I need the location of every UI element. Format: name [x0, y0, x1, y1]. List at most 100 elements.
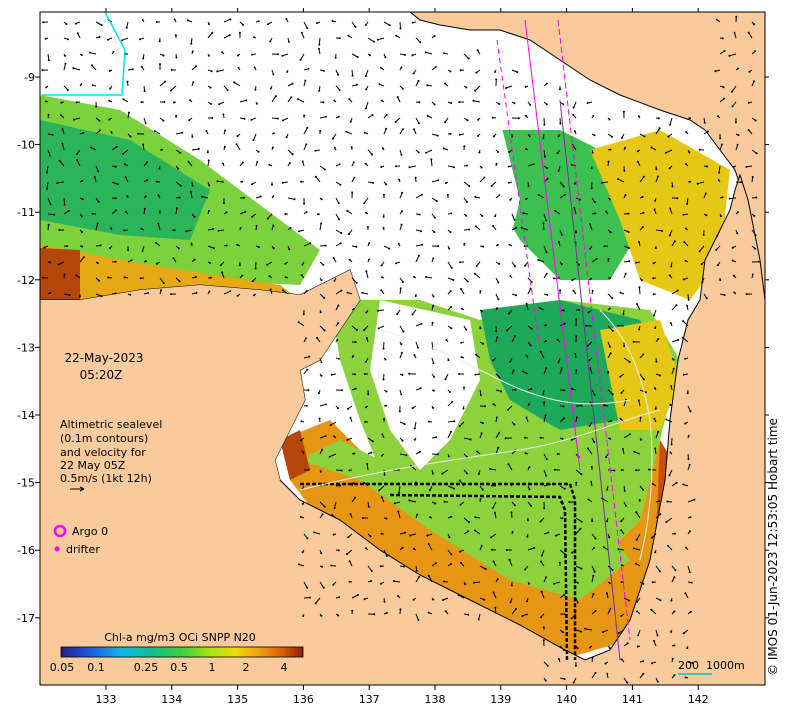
- velocity-arrow-head: [717, 115, 719, 118]
- velocity-arrow-head: [241, 161, 244, 164]
- velocity-arrow-head: [609, 607, 612, 610]
- velocity-arrow-head: [620, 520, 623, 523]
- velocity-arrow-head: [221, 51, 224, 54]
- velocity-arrow-head: [650, 146, 653, 149]
- velocity-arrow: [543, 245, 547, 253]
- velocity-arrow-head: [498, 194, 501, 197]
- velocity-arrow-head: [546, 177, 549, 180]
- velocity-arrow-head: [496, 307, 499, 310]
- velocity-arrow-head: [324, 115, 327, 118]
- velocity-arrow-head: [636, 160, 639, 163]
- velocity-arrow-head: [553, 468, 556, 471]
- velocity-arrow-head: [316, 336, 318, 339]
- velocity-arrow-head: [361, 517, 364, 519]
- velocity-arrow-head: [626, 681, 629, 684]
- velocity-arrow-head: [637, 115, 640, 118]
- velocity-arrow-head: [174, 34, 177, 37]
- velocity-arrow-head: [235, 143, 238, 146]
- velocity-arrow-head: [591, 656, 594, 659]
- velocity-arrow-head: [159, 63, 161, 66]
- velocity-arrow-head: [385, 390, 388, 393]
- velocity-arrow-head: [210, 70, 213, 73]
- velocity-arrow-head: [243, 196, 246, 199]
- velocity-arrow-head: [162, 119, 165, 122]
- velocity-arrow-head: [542, 137, 545, 140]
- velocity-arrow: [575, 528, 581, 535]
- velocity-arrow-head: [121, 152, 124, 155]
- velocity-arrow-head: [211, 31, 214, 34]
- velocity-arrow-head: [340, 289, 343, 292]
- velocity-arrow-head: [222, 113, 225, 116]
- velocity-arrow-head: [114, 197, 117, 200]
- velocity-arrow-head: [530, 505, 533, 507]
- velocity-arrow-head: [364, 162, 367, 165]
- velocity-arrow-head: [418, 101, 421, 104]
- velocity-arrow-head: [511, 530, 514, 533]
- velocity-arrow-head: [244, 210, 247, 213]
- velocity-arrow-head: [436, 453, 439, 456]
- velocity-arrow-head: [627, 247, 630, 250]
- velocity-arrow-head: [508, 151, 511, 153]
- velocity-arrow-head: [381, 276, 383, 279]
- velocity-arrow-head: [385, 517, 388, 520]
- velocity-arrow: [351, 53, 358, 58]
- velocity-arrow: [636, 303, 641, 311]
- velocity-arrow-head: [468, 185, 471, 187]
- velocity-arrow-head: [589, 247, 591, 250]
- velocity-arrow-head: [547, 531, 550, 534]
- velocity-arrow-head: [287, 40, 290, 43]
- velocity-arrow-head: [481, 422, 484, 425]
- velocity-arrow-head: [755, 152, 758, 155]
- velocity-arrow-head: [670, 322, 672, 325]
- velocity-arrow: [538, 259, 545, 263]
- velocity-arrow-head: [417, 151, 420, 154]
- map-border: [39, 11, 766, 686]
- velocity-arrow-head: [675, 481, 678, 484]
- velocity-arrow-head: [317, 392, 320, 395]
- velocity-arrow-head: [475, 264, 478, 267]
- velocity-arrow-head: [594, 671, 597, 674]
- velocity-arrow-head: [568, 501, 571, 504]
- velocity-arrow: [473, 100, 481, 103]
- velocity-arrow-head: [157, 222, 160, 225]
- velocity-arrow-head: [366, 462, 369, 465]
- velocity-arrow-head: [140, 227, 143, 230]
- velocity-arrow-head: [251, 53, 253, 56]
- velocity-arrow-head: [611, 569, 614, 571]
- velocity-arrow-head: [393, 580, 395, 583]
- velocity-arrow-head: [675, 304, 678, 307]
- velocity-arrow-head: [256, 102, 258, 105]
- velocity-arrow-head: [141, 19, 144, 21]
- velocity-arrow: [398, 485, 401, 493]
- velocity-arrow-head: [144, 195, 147, 198]
- velocity-arrow: [415, 576, 420, 583]
- velocity-arrow-head: [642, 211, 645, 214]
- velocity-arrow-head: [466, 119, 469, 122]
- velocity-arrow-head: [737, 134, 740, 137]
- velocity-arrow-head: [624, 146, 627, 149]
- velocity-arrow-head: [158, 210, 161, 213]
- scale-label-1000m: 1000m: [706, 659, 745, 672]
- velocity-arrow-head: [465, 328, 468, 331]
- velocity-arrow-head: [193, 216, 196, 218]
- velocity-arrow-head: [608, 582, 611, 585]
- argo-icon: [53, 524, 67, 538]
- velocity-arrow-head: [301, 263, 304, 266]
- velocity-arrow-head: [530, 281, 533, 283]
- velocity-arrow-head: [682, 320, 685, 323]
- velocity-arrow-head: [348, 580, 351, 583]
- velocity-arrow-head: [574, 664, 577, 667]
- velocity-arrow-head: [588, 359, 591, 362]
- velocity-arrow-head: [333, 435, 336, 438]
- land-west: [40, 270, 360, 480]
- velocity-arrow: [655, 565, 661, 572]
- velocity-arrow-head: [269, 40, 272, 43]
- velocity-arrow-head: [484, 568, 487, 570]
- velocity-arrow-head: [321, 565, 324, 568]
- velocity-arrow-head: [64, 54, 67, 57]
- velocity-arrow-head: [753, 23, 755, 26]
- velocity-arrow: [415, 244, 423, 247]
- velocity-arrow-head: [300, 31, 303, 34]
- velocity-arrow-head: [110, 131, 113, 133]
- velocity-arrow-head: [469, 438, 472, 441]
